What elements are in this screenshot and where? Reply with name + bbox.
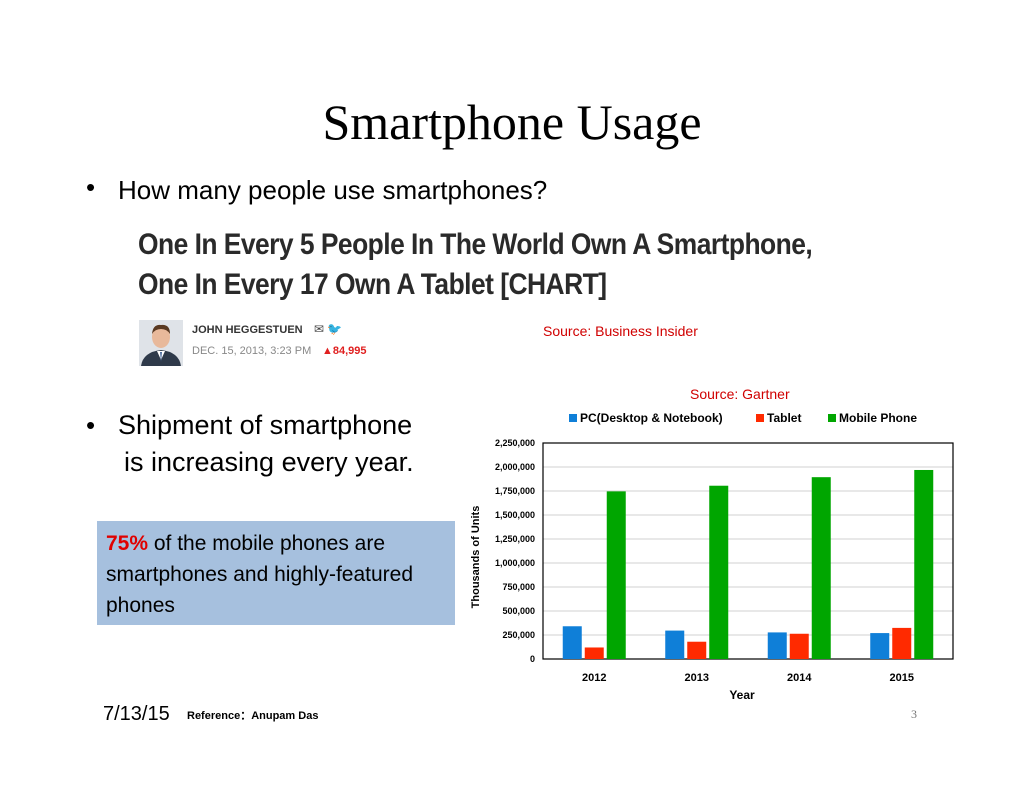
bullet-marker: •: [86, 410, 96, 440]
bar-mobile-phone-2015: [914, 469, 934, 659]
x-tick-label: 2013: [685, 672, 709, 684]
y-axis-label: Thousands of Units: [470, 506, 482, 609]
callout-percent: 75%: [106, 532, 149, 555]
bar-tablet-2015: [892, 627, 912, 659]
bullet-shipment-line2: is increasing every year.: [124, 447, 414, 477]
article-headline-line1: One In Every 5 People In The World Own A…: [138, 228, 813, 261]
bar-pc-desktop-notebook--2012: [562, 626, 582, 659]
page-number: 3: [911, 707, 917, 721]
x-tick-label: 2015: [890, 672, 914, 684]
y-tick-label: 750,000: [502, 582, 535, 592]
y-tick-label: 2,250,000: [495, 438, 535, 448]
x-tick-label: 2012: [582, 672, 606, 684]
legend-swatch: [828, 414, 836, 422]
bar-tablet-2012: [584, 647, 604, 659]
author-social-icons[interactable]: ✉🐦: [314, 322, 345, 336]
bullet-marker: •: [86, 172, 96, 202]
footer-reference: Reference：Anupam Das: [187, 710, 319, 722]
bar-tablet-2013: [687, 641, 707, 659]
y-tick-label: 2,000,000: [495, 462, 535, 472]
slide-title: Smartphone Usage: [322, 94, 702, 150]
bar-pc-desktop-notebook--2015: [870, 633, 890, 659]
shipments-bar-chart: 0 250,000 500,000 750,000 1,000,000 1,250,000…: [470, 411, 954, 702]
y-tick-label: 1,000,000: [495, 558, 535, 568]
legend-label: PC(Desktop & Notebook): [580, 411, 723, 425]
bullet-shipment-line1: Shipment of smartphone: [118, 410, 413, 440]
article-headline-line2: One In Every 17 Own A Tablet [CHART]: [138, 268, 607, 301]
source-business-insider: Source: Business Insider: [543, 323, 698, 339]
view-count-value: 84,995: [332, 345, 367, 357]
plot-frame: [542, 442, 954, 660]
y-tick-label: 500,000: [502, 606, 535, 616]
legend-label: Mobile Phone: [839, 411, 917, 425]
y-tick-label: 1,500,000: [495, 510, 535, 520]
y-tick-label: 1,750,000: [495, 486, 535, 496]
bar-mobile-phone-2012: [606, 491, 626, 659]
bullet-question: How many people use smartphones?: [118, 175, 548, 205]
legend-swatch: [756, 414, 764, 422]
author-name[interactable]: JOHN HEGGESTUEN: [192, 324, 303, 336]
callout-text: of the mobile phones are smartphones and…: [106, 532, 414, 617]
post-date: DEC. 15, 2013, 3:23 PM: [192, 345, 312, 357]
view-count: ▲84,995: [322, 345, 367, 357]
author-avatar: [139, 320, 183, 366]
email-icon[interactable]: ✉: [314, 322, 328, 336]
bar-tablet-2014: [789, 633, 809, 659]
footer-date: 7/13/15: [103, 703, 170, 725]
twitter-icon[interactable]: 🐦: [327, 322, 346, 336]
callout-box: 75% of the mobile phones are smartphones…: [97, 521, 455, 625]
bar-mobile-phone-2013: [709, 485, 729, 659]
y-tick-label: 250,000: [502, 630, 535, 640]
x-tick-label: 2014: [787, 672, 812, 684]
flame-icon: ▲: [322, 345, 333, 357]
bar-pc-desktop-notebook--2013: [665, 630, 685, 659]
bar-pc-desktop-notebook--2014: [767, 632, 787, 659]
y-tick-label: 1,250,000: [495, 534, 535, 544]
y-tick-label: 0: [530, 654, 535, 664]
source-gartner: Source: Gartner: [690, 386, 790, 402]
bar-mobile-phone-2014: [811, 477, 831, 659]
legend-swatch: [569, 414, 577, 422]
legend-label: Tablet: [767, 411, 801, 425]
x-axis-label: Year: [729, 688, 755, 702]
